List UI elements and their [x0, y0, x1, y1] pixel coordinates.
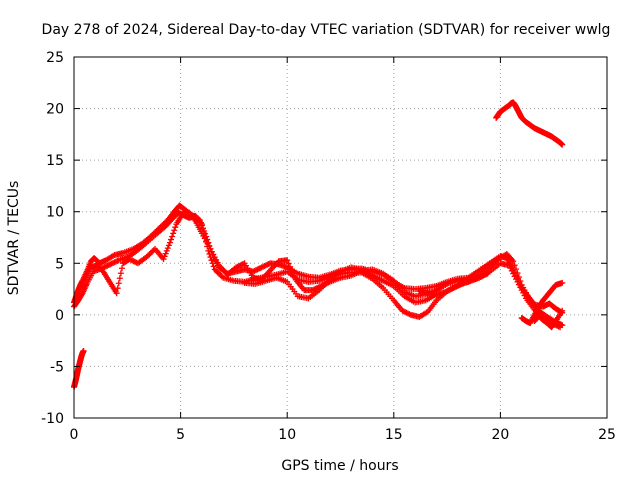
data-point	[198, 221, 205, 228]
data-point	[116, 275, 123, 282]
data-points	[71, 99, 566, 391]
data-point	[288, 266, 295, 273]
data-point	[484, 270, 491, 277]
data-point	[170, 230, 177, 237]
data-point	[146, 251, 153, 258]
data-point	[513, 266, 520, 273]
data-point	[559, 141, 566, 148]
y-tick-label: 15	[46, 153, 64, 169]
data-point	[214, 269, 221, 276]
data-point	[149, 248, 156, 255]
axis-ticks: 0 5 10 15 20 25 -10 -5 0 5 10 15 20 25	[41, 50, 616, 443]
data-point	[114, 285, 121, 292]
x-tick-label: 15	[385, 427, 403, 443]
y-tick-label: -10	[41, 411, 64, 427]
y-tick-label: -5	[50, 359, 64, 375]
series-track-5	[416, 270, 491, 298]
series-track-7	[531, 307, 566, 331]
data-point	[514, 270, 521, 277]
data-point	[172, 224, 179, 231]
y-tick-label: 5	[55, 256, 64, 272]
chart-title: Day 278 of 2024, Sidereal Day-to-day VTE…	[42, 22, 611, 38]
series-track-3	[73, 209, 566, 329]
data-point	[287, 263, 294, 270]
y-axis-label: SDTVAR / TECUs	[6, 181, 22, 296]
data-point	[559, 322, 566, 329]
x-tick-label: 5	[176, 427, 185, 443]
data-point	[118, 265, 125, 272]
data-point	[517, 277, 524, 284]
data-point	[162, 250, 169, 257]
data-point	[291, 273, 298, 280]
data-point	[515, 274, 522, 281]
data-point	[514, 278, 521, 285]
data-point	[80, 347, 87, 354]
data-point	[215, 270, 222, 277]
data-point	[163, 247, 170, 254]
x-tick-label: 20	[491, 427, 509, 443]
data-point	[285, 260, 292, 267]
data-point	[115, 280, 122, 287]
y-tick-label: 20	[46, 102, 64, 118]
data-point	[209, 260, 216, 267]
data-point	[165, 242, 172, 249]
data-point	[284, 257, 291, 264]
data-point	[166, 239, 173, 246]
series-track-4	[241, 264, 440, 306]
plot-frame	[73, 56, 608, 419]
series-track-8	[71, 347, 87, 391]
data-point	[509, 257, 516, 264]
data-point	[171, 227, 178, 234]
data-point	[117, 270, 124, 277]
data-point	[510, 258, 517, 265]
x-tick-label: 0	[70, 427, 79, 443]
series-track-9	[493, 99, 566, 148]
data-point	[169, 233, 176, 240]
data-point	[147, 249, 154, 256]
data-point	[511, 262, 518, 269]
y-tick-label: 0	[55, 308, 64, 324]
y-tick-label: 25	[46, 50, 64, 66]
data-point	[160, 256, 167, 263]
x-tick-label: 10	[278, 427, 296, 443]
data-point	[161, 253, 168, 260]
grid	[74, 57, 607, 418]
data-point	[210, 263, 217, 270]
data-point	[164, 245, 171, 252]
data-point	[559, 279, 566, 286]
x-axis-label: GPS time / hours	[281, 458, 398, 474]
data-point	[113, 290, 120, 297]
x-tick-label: 25	[598, 427, 616, 443]
data-point	[168, 236, 175, 243]
y-tick-label: 10	[46, 205, 64, 221]
data-point	[559, 307, 566, 314]
data-point	[217, 271, 224, 278]
data-point	[289, 270, 296, 277]
